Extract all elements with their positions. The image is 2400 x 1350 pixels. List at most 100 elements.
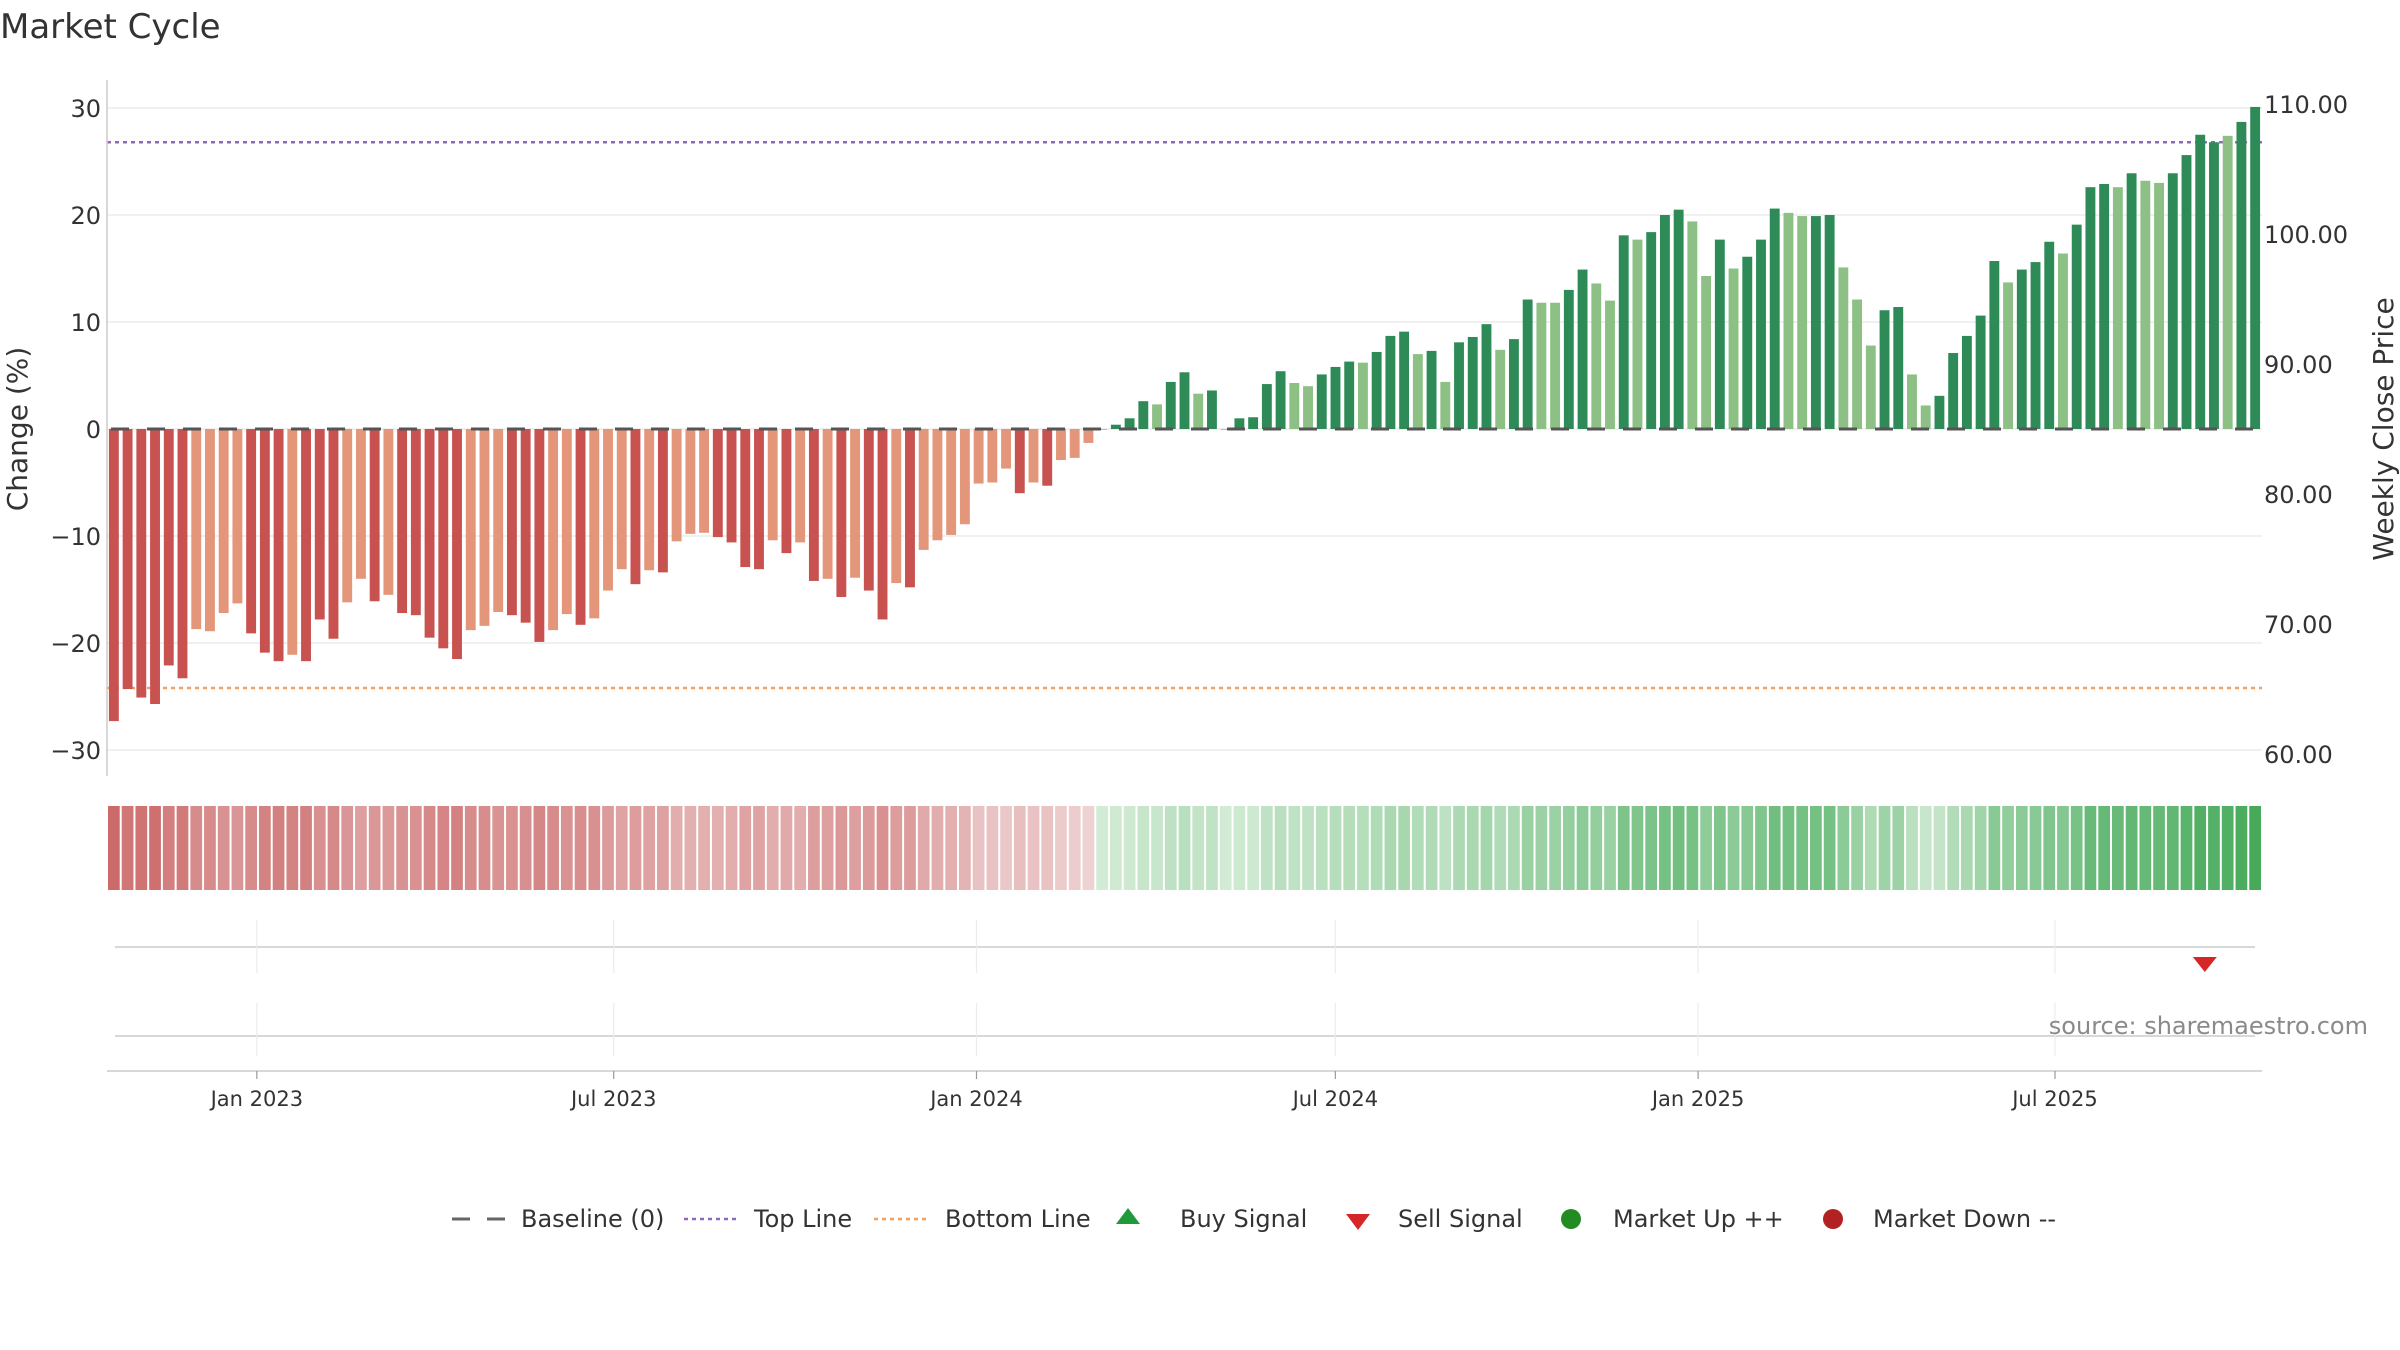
change-bar [163, 429, 174, 666]
legend-item-baseline: Baseline (0) [452, 1205, 664, 1233]
heat-cell [1590, 806, 1603, 890]
heat-cell [1466, 806, 1479, 890]
heat-cell [1329, 806, 1342, 890]
change-bar [630, 429, 641, 585]
change-bar [2236, 121, 2247, 429]
change-bar [1536, 302, 1547, 429]
heat-cell [1604, 806, 1616, 890]
heat-cell [1096, 806, 1109, 890]
change-bar [671, 429, 682, 542]
heat-cell [547, 806, 559, 890]
left-tick-label: 30 [70, 95, 101, 123]
reference-lines [107, 140, 2262, 690]
heat-cell [1137, 806, 1150, 890]
heat-cell [1494, 806, 1507, 890]
heat-cell [1055, 806, 1067, 890]
change-bar [1824, 215, 1835, 429]
heat-cell [959, 806, 971, 890]
chart-title: Market Cycle [0, 7, 221, 47]
change-bar [232, 429, 243, 604]
change-bar [1948, 353, 1959, 429]
change-bar [1220, 429, 1231, 430]
legend-label-buy-signal: Buy Signal [1180, 1205, 1307, 1233]
change-bar [2058, 253, 2068, 429]
heat-cell [2002, 806, 2014, 890]
change-bar [959, 429, 970, 525]
heat-cell [684, 806, 697, 890]
change-bar [2140, 180, 2151, 429]
heat-cell [1961, 806, 1973, 890]
right-tick-label: 100.00 [2264, 221, 2348, 249]
change-bar [2016, 269, 2027, 429]
change-bar [850, 429, 861, 578]
change-bar [1920, 405, 1931, 429]
change-bar [1014, 429, 1025, 494]
change-bar [589, 429, 600, 619]
heat-cell [1302, 806, 1314, 890]
change-bar [328, 429, 339, 639]
change-bar [438, 429, 449, 649]
left-tick-label: −30 [50, 737, 101, 765]
change-bar [2099, 183, 2110, 429]
heat-cell [2249, 806, 2261, 890]
heat-cell [1508, 806, 1520, 890]
change-bar [1797, 216, 1808, 429]
change-bar [740, 429, 751, 568]
change-bar [1673, 209, 1684, 429]
change-bar [1467, 336, 1478, 429]
change-bar [287, 429, 298, 655]
heat-cell [1837, 806, 1850, 890]
left-tick-label: 20 [70, 202, 101, 230]
legend-label-bottom-line: Bottom Line [945, 1205, 1091, 1233]
change-bar [932, 429, 943, 541]
change-bar [1893, 307, 1904, 429]
heat-cell [1247, 806, 1259, 890]
heat-cell [1082, 806, 1095, 890]
legend-item-top-line: Top Line [684, 1205, 852, 1233]
heat-cell [1274, 806, 1287, 890]
heat-cell [780, 806, 793, 890]
heat-cell [1631, 806, 1644, 890]
heat-cell [300, 806, 312, 890]
left-tick-label: −20 [50, 630, 101, 658]
change-bar [1495, 349, 1506, 429]
change-bar [1577, 269, 1588, 429]
heat-cell [135, 806, 148, 890]
change-bar [2250, 106, 2261, 430]
heat-cell [1260, 806, 1273, 890]
change-bar [1207, 390, 1217, 429]
change-bar [1097, 429, 1108, 430]
change-bar [1865, 345, 1876, 429]
change-bar [1056, 429, 1066, 461]
market-down-icon [1823, 1209, 1843, 1229]
heat-cell [1370, 806, 1383, 890]
change-bar [1989, 261, 2000, 429]
signal-markers [2192, 957, 2217, 972]
change-bar [1975, 315, 1986, 429]
heat-cell [149, 806, 161, 890]
change-bar [534, 429, 545, 642]
change-bar [397, 429, 408, 614]
heat-cell [2070, 806, 2083, 890]
change-bar [410, 429, 421, 616]
legend-item-buy-signal: Buy Signal [1116, 1205, 1307, 1233]
heat-cell [464, 806, 477, 890]
heat-cell [1013, 806, 1026, 890]
heat-cell [1933, 806, 1946, 890]
heat-cell [602, 806, 614, 890]
change-bar [2030, 262, 2041, 429]
x-tick-label: Jul 2024 [1291, 1087, 1378, 1111]
change-bar [1261, 384, 1272, 429]
change-bar [946, 429, 957, 535]
heat-cell [835, 806, 848, 890]
legend-label-market-down: Market Down -- [1873, 1205, 2056, 1233]
change-bar [1852, 299, 1863, 429]
heat-cell [1549, 806, 1561, 890]
heat-cell [108, 806, 120, 890]
change-bars [108, 106, 2261, 722]
change-bar [1124, 418, 1135, 429]
right-tick-label: 70.00 [2264, 611, 2333, 639]
heat-cell [945, 806, 958, 890]
change-bar [1426, 350, 1437, 429]
